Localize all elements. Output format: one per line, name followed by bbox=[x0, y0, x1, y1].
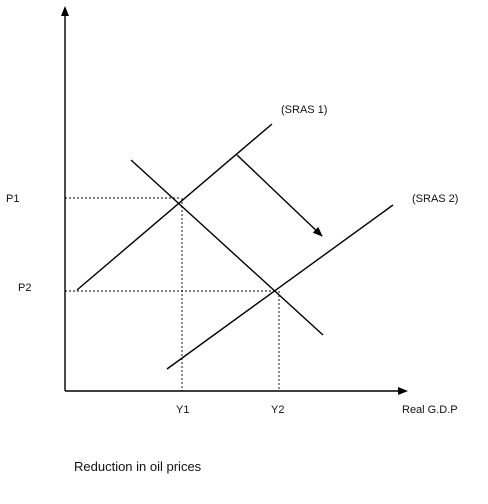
x-axis-arrow-icon bbox=[398, 387, 408, 395]
sras2-curve bbox=[166, 204, 394, 370]
p2-label: P2 bbox=[18, 282, 31, 294]
y-axis-arrow-icon bbox=[61, 6, 69, 16]
y1-label: Y1 bbox=[176, 404, 189, 416]
x-axis-label: Real G.D.P bbox=[402, 404, 458, 416]
diagram-caption: Reduction in oil prices bbox=[74, 459, 202, 474]
aggregate-demand-curve bbox=[130, 159, 324, 336]
sras1-curve bbox=[76, 123, 273, 291]
p1-label: P1 bbox=[6, 193, 19, 205]
sras2-label: (SRAS 2) bbox=[412, 193, 458, 205]
shift-arrow bbox=[236, 154, 323, 237]
y2-label: Y2 bbox=[271, 404, 284, 416]
sras1-label: (SRAS 1) bbox=[281, 104, 327, 116]
